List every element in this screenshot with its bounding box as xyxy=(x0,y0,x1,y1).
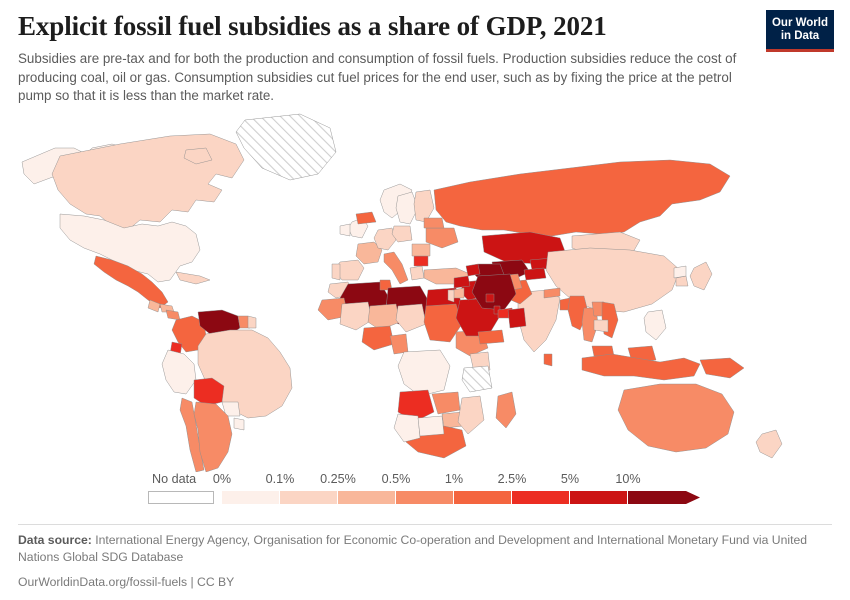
country-new-zealand[interactable] xyxy=(755,429,783,459)
country-italy[interactable] xyxy=(383,251,409,285)
country-paraguay[interactable] xyxy=(221,401,241,417)
country-tajikistan[interactable] xyxy=(523,267,547,281)
legend-bin-0[interactable]: 0% xyxy=(213,472,280,504)
country-mozambique[interactable] xyxy=(457,395,485,435)
country-portugal[interactable] xyxy=(331,263,341,281)
legend-bin-6[interactable]: 5% xyxy=(561,472,628,504)
country-mali[interactable] xyxy=(339,301,373,331)
country-belarus[interactable] xyxy=(423,217,445,229)
country-kuwait[interactable] xyxy=(485,293,495,303)
legend-tick-3: 0.5% xyxy=(381,472,411,486)
country-romania[interactable] xyxy=(411,243,431,257)
footer-divider xyxy=(18,524,832,525)
country-russia[interactable] xyxy=(433,159,731,237)
country-poland[interactable] xyxy=(391,225,413,243)
world-map[interactable] xyxy=(0,104,850,472)
data-source-line: Data source: International Energy Agency… xyxy=(18,532,818,565)
logo-line-2: in Data xyxy=(780,29,820,42)
country-israel[interactable] xyxy=(447,289,455,303)
country-greece[interactable] xyxy=(409,265,425,281)
country-dr-congo[interactable] xyxy=(397,349,451,397)
country-madagascar[interactable] xyxy=(495,391,517,429)
data-source-label: Data source: xyxy=(18,533,92,547)
country-angola[interactable] xyxy=(397,389,435,423)
country-cameroon[interactable] xyxy=(389,333,409,355)
country-sri-lanka[interactable] xyxy=(543,353,553,367)
country-yemen[interactable] xyxy=(477,329,505,345)
country-greenland[interactable] xyxy=(235,113,337,181)
country-suriname[interactable] xyxy=(247,315,257,329)
legend-bin-2[interactable]: 0.25% xyxy=(320,472,396,504)
country-azerbaijan[interactable] xyxy=(465,263,481,277)
country-germany[interactable] xyxy=(373,227,397,251)
logo-line-1: Our World xyxy=(771,16,828,29)
country-finland[interactable] xyxy=(413,189,435,223)
country-bulgaria[interactable] xyxy=(413,255,429,267)
country-tanzania[interactable] xyxy=(461,365,493,393)
legend-bin-3[interactable]: 0.5% xyxy=(382,472,454,504)
legend-no-data-label: No data xyxy=(152,472,197,486)
legend-bin-1[interactable]: 0.1% xyxy=(266,472,338,504)
country-nepal[interactable] xyxy=(543,287,561,299)
country-argentina[interactable] xyxy=(193,401,233,472)
legend-bins[interactable]: 0% 0.1% 0.25% 0.5% 1% 2.5% 5% 10% xyxy=(213,472,700,504)
country-mauritania[interactable] xyxy=(317,297,349,321)
country-ireland[interactable] xyxy=(339,223,351,237)
legend-tick-0: 0% xyxy=(212,472,232,486)
country-united-states[interactable] xyxy=(59,213,201,283)
country-zambia[interactable] xyxy=(431,391,461,415)
chart-footer: Data source: International Energy Agency… xyxy=(18,532,832,591)
map-legend: No data 0% 0.1% 0.25% 0.5% 1% 2.5% 5% 10% xyxy=(0,472,850,518)
legend-tick-4: 1% xyxy=(444,472,464,486)
legend-tick-7: 10% xyxy=(615,472,641,486)
legend-bin-5[interactable]: 2.5% xyxy=(498,472,570,504)
country-sweden[interactable] xyxy=(395,191,419,225)
country-nigeria[interactable] xyxy=(361,325,395,351)
country-japan[interactable] xyxy=(689,261,713,291)
country-botswana[interactable] xyxy=(417,415,445,437)
legend-tick-2: 0.25% xyxy=(320,472,356,486)
country-shapes xyxy=(21,113,783,472)
chart-subtitle: Subsidies are pre-tax and for both the p… xyxy=(18,51,737,103)
world-map-svg[interactable] xyxy=(0,104,850,472)
country-ukraine[interactable] xyxy=(425,227,459,249)
legend-tick-6: 5% xyxy=(560,472,580,486)
country-north-korea[interactable] xyxy=(673,265,687,279)
country-mexico[interactable] xyxy=(93,255,169,309)
country-syria[interactable] xyxy=(453,275,471,289)
legend-bin-7[interactable]: 10% xyxy=(615,472,686,504)
country-cambodia[interactable] xyxy=(593,319,609,333)
country-papua-new-guinea[interactable] xyxy=(699,357,745,379)
country-peru[interactable] xyxy=(161,349,197,395)
owid-logo[interactable]: Our World in Data xyxy=(766,10,834,52)
country-oman[interactable] xyxy=(507,307,527,329)
country-australia[interactable] xyxy=(617,383,735,453)
country-uruguay[interactable] xyxy=(233,417,245,431)
chart-header: Explicit fossil fuel subsidies as a shar… xyxy=(18,10,832,106)
country-nicaragua[interactable] xyxy=(165,309,181,321)
data-source-text: International Energy Agency, Organisatio… xyxy=(18,533,808,564)
country-niger[interactable] xyxy=(367,303,401,331)
country-canada-1[interactable] xyxy=(183,147,213,165)
country-indonesia[interactable] xyxy=(581,353,701,381)
chart-url[interactable]: OurWorldinData.org/fossil-fuels | CC BY xyxy=(18,575,235,589)
page-title: Explicit fossil fuel subsidies as a shar… xyxy=(18,11,607,41)
country-philippines[interactable] xyxy=(643,309,667,341)
country-cuba[interactable] xyxy=(175,271,211,285)
country-russia-1[interactable] xyxy=(355,211,377,225)
country-guatemala[interactable] xyxy=(147,299,161,313)
legend-tick-5: 2.5% xyxy=(497,472,527,486)
country-namibia[interactable] xyxy=(393,413,421,443)
country-france[interactable] xyxy=(355,241,383,265)
legend-bin-4[interactable]: 1% xyxy=(445,472,512,504)
legend-no-data-swatch[interactable] xyxy=(148,491,214,504)
legend-tick-1: 0.1% xyxy=(265,472,295,486)
country-chad[interactable] xyxy=(395,303,427,333)
legend-arrow-cap xyxy=(686,491,700,504)
country-sudan[interactable] xyxy=(423,303,463,343)
